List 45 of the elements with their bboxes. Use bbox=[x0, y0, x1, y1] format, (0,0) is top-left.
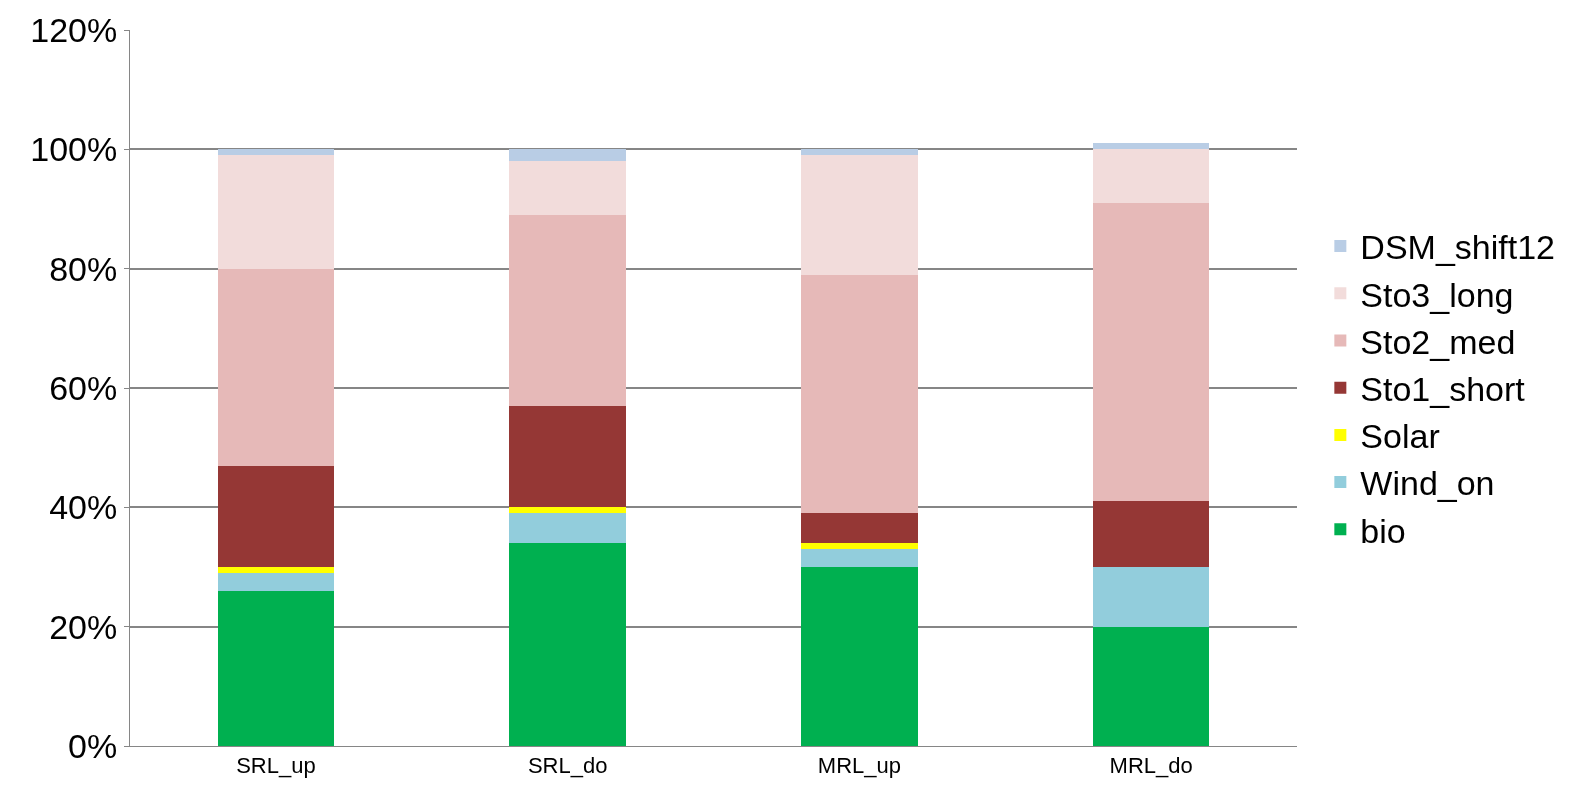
bar bbox=[801, 149, 918, 156]
bar bbox=[1092, 143, 1210, 150]
bar bbox=[801, 549, 918, 567]
legend-label: Sto1_short bbox=[1360, 369, 1526, 408]
bar bbox=[509, 405, 626, 508]
x-tick-label: MRL_up bbox=[817, 753, 901, 779]
bar bbox=[217, 572, 335, 591]
bar bbox=[217, 268, 335, 466]
bar bbox=[1092, 149, 1210, 204]
x-tick-label: MRL_do bbox=[1109, 753, 1193, 779]
bar bbox=[217, 567, 335, 573]
bar bbox=[509, 513, 626, 544]
bar bbox=[801, 274, 918, 514]
legend-label: DSM_shift12 bbox=[1360, 228, 1555, 267]
y-tick-label: 80% bbox=[49, 249, 118, 288]
bar bbox=[801, 567, 918, 746]
bar bbox=[801, 155, 918, 275]
bar bbox=[509, 214, 626, 406]
y-tick-label: 20% bbox=[49, 607, 118, 646]
legend-label: Sto3_long bbox=[1360, 275, 1514, 314]
x-tick-label: SRL_do bbox=[527, 753, 608, 779]
bar bbox=[1092, 567, 1210, 627]
bar bbox=[217, 149, 335, 156]
bar bbox=[801, 543, 918, 550]
y-tick-label: 40% bbox=[49, 488, 118, 527]
x-tick-label: SRL_up bbox=[236, 753, 316, 779]
legend-label: Solar bbox=[1360, 417, 1440, 456]
bar bbox=[217, 590, 335, 746]
bar bbox=[509, 543, 626, 746]
legend-label: Wind_on bbox=[1360, 464, 1495, 503]
y-tick-label: 120% bbox=[30, 10, 118, 49]
y-tick-label: 0% bbox=[68, 726, 118, 765]
y-tick-label: 100% bbox=[30, 130, 118, 169]
bar bbox=[1092, 203, 1210, 502]
bar bbox=[509, 161, 626, 215]
legend-label: bio bbox=[1360, 511, 1406, 550]
y-tick-label: 60% bbox=[49, 368, 118, 407]
bar bbox=[1092, 626, 1210, 746]
bar bbox=[1092, 501, 1210, 567]
bar bbox=[217, 465, 335, 567]
bar bbox=[509, 149, 626, 162]
bar bbox=[801, 513, 918, 544]
legend-label: Sto2_med bbox=[1360, 322, 1516, 361]
bar bbox=[509, 507, 626, 514]
bar bbox=[217, 155, 335, 269]
